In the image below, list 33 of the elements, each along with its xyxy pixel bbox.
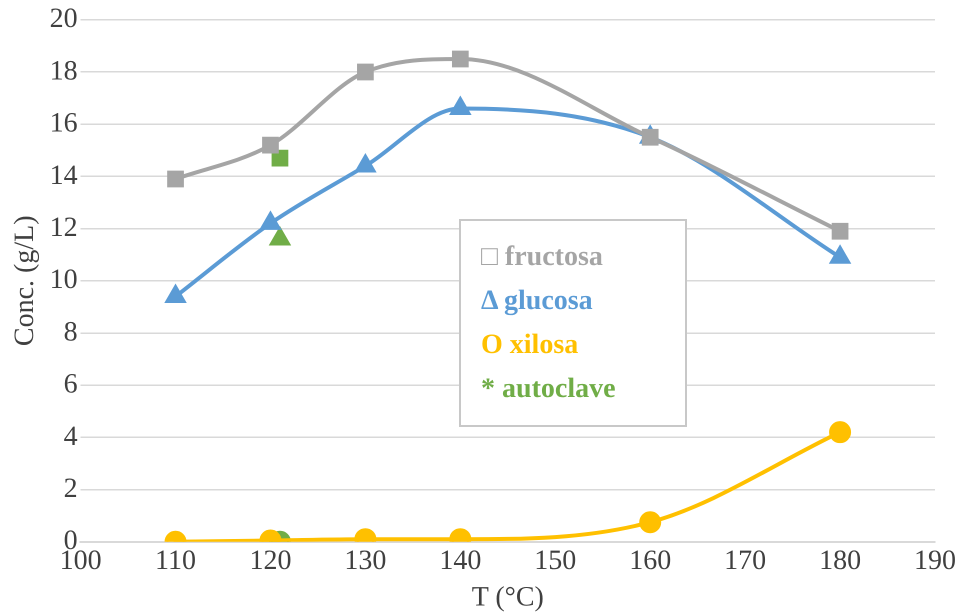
point xyxy=(270,228,290,246)
point xyxy=(166,285,186,303)
point xyxy=(167,170,184,188)
point xyxy=(262,136,279,154)
y-tick-label: 6 xyxy=(64,368,78,400)
y-tick-label: 8 xyxy=(64,316,78,348)
text: □ fructosa xyxy=(481,240,604,274)
point xyxy=(830,246,850,264)
text: * autoclave xyxy=(481,372,617,406)
x-tick-label: 160 xyxy=(629,544,672,576)
y-tick-label: 14 xyxy=(50,160,78,191)
x-tick-label: 150 xyxy=(534,544,576,576)
x-axis-title: T (°C) xyxy=(472,582,544,613)
y-tick-label: 16 xyxy=(50,108,78,139)
y-tick-label: 4 xyxy=(64,420,78,452)
x-tick-label: 190 xyxy=(914,544,956,576)
y-tick-label: 10 xyxy=(50,264,78,296)
text: Δ glucosa xyxy=(481,284,594,318)
y-tick-label: 18 xyxy=(50,55,78,86)
text: O xilosa xyxy=(481,328,580,362)
y-tick-label: 20 xyxy=(50,3,78,34)
x-tick-label: 130 xyxy=(344,544,386,576)
x-tick-label: 120 xyxy=(249,544,292,576)
point xyxy=(357,64,374,80)
x-tick-label: 140 xyxy=(439,544,482,576)
x-tick-label: 170 xyxy=(724,544,766,576)
point xyxy=(260,212,280,230)
y-tick-label: 12 xyxy=(50,212,78,243)
point xyxy=(452,50,469,68)
x-tick-label: 180 xyxy=(819,544,862,576)
y-tick-label: 2 xyxy=(64,472,78,504)
y-axis-title: Conc. (g/L) xyxy=(9,215,40,346)
x-tick-label: 110 xyxy=(155,544,196,576)
